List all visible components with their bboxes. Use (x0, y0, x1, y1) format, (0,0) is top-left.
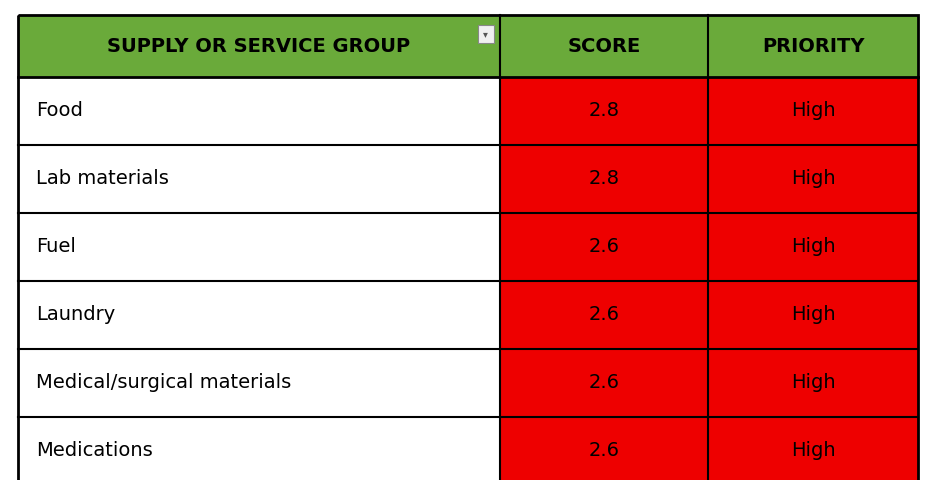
Bar (709, 417, 918, 480)
Text: 2.6: 2.6 (589, 238, 620, 256)
Text: Fuel: Fuel (36, 238, 76, 256)
Bar (477, 25, 493, 43)
Text: SUPPLY OR SERVICE GROUP: SUPPLY OR SERVICE GROUP (108, 36, 410, 56)
Text: Medical/surgical materials: Medical/surgical materials (36, 373, 291, 393)
Bar (500, 417, 709, 480)
Text: High: High (791, 101, 836, 120)
Text: Lab materials: Lab materials (36, 169, 168, 189)
Text: High: High (791, 442, 836, 460)
Bar (709, 15, 918, 77)
Bar (18, 349, 500, 417)
Text: 2.8: 2.8 (589, 169, 620, 189)
Bar (18, 417, 500, 480)
Bar (500, 145, 709, 213)
Text: ▾: ▾ (483, 29, 488, 39)
Bar (500, 15, 709, 77)
Bar (709, 145, 918, 213)
Bar (18, 213, 500, 281)
Bar (18, 15, 500, 77)
Text: High: High (791, 169, 836, 189)
Text: High: High (791, 238, 836, 256)
Bar (18, 281, 500, 349)
Bar (709, 77, 918, 145)
Text: High: High (791, 305, 836, 324)
Text: High: High (791, 373, 836, 393)
Text: PRIORITY: PRIORITY (762, 36, 865, 56)
Bar (500, 281, 709, 349)
Text: 2.6: 2.6 (589, 373, 620, 393)
Bar (709, 349, 918, 417)
Text: Medications: Medications (36, 442, 153, 460)
Bar (18, 145, 500, 213)
Text: Food: Food (36, 101, 83, 120)
Text: 2.6: 2.6 (589, 305, 620, 324)
Text: 2.6: 2.6 (589, 442, 620, 460)
Text: 2.8: 2.8 (589, 101, 620, 120)
Bar (709, 213, 918, 281)
Text: Laundry: Laundry (36, 305, 115, 324)
Bar (500, 349, 709, 417)
Bar (709, 281, 918, 349)
Bar (500, 213, 709, 281)
Bar (18, 77, 500, 145)
Text: SCORE: SCORE (567, 36, 640, 56)
Bar (500, 77, 709, 145)
